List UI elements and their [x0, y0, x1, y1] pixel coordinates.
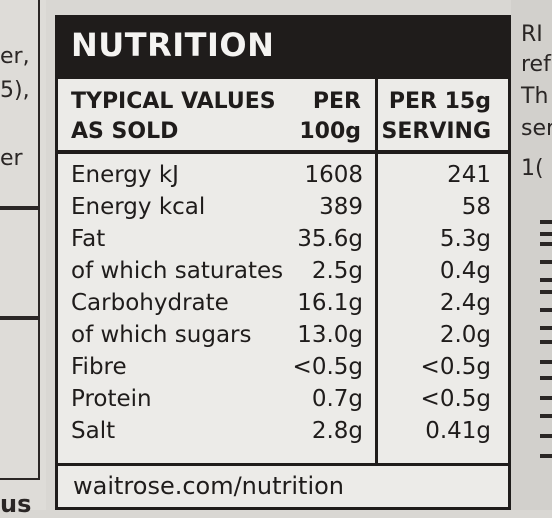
col-per100-line-2: 100g: [299, 119, 361, 144]
footer-url: waitrose.com/nutrition: [73, 472, 345, 500]
right-label-fragment: RI = ref Th ser 1(: [511, 0, 552, 510]
nutrition-header: NUTRITION: [55, 15, 511, 79]
nutrient-name: Energy kJ: [71, 162, 179, 188]
col-label-per-100g: PER 100g: [299, 87, 361, 147]
left-box-top: [0, 0, 40, 208]
nutrient-per100: 35.6g: [297, 226, 363, 252]
nutrient-row-energy-kj: Energy kJ 1608 241: [55, 159, 511, 191]
col-per100-line-1: PER: [312, 89, 361, 114]
column-divider: [375, 79, 378, 464]
nutrient-name: Protein: [71, 386, 152, 412]
nutrient-name: Energy kcal: [71, 194, 206, 220]
nutrient-serving: <0.5g: [420, 354, 491, 380]
nutrient-row-fat: Fat 35.6g 5.3g: [55, 223, 511, 255]
nutrient-per100: 389: [319, 194, 363, 220]
right-fragment-1: RI =: [521, 22, 552, 47]
nutrient-row-fibre: Fibre <0.5g <0.5g: [55, 351, 511, 383]
left-fragment-bottom: us: [0, 490, 32, 518]
nutrient-serving: <0.5g: [420, 386, 491, 412]
nutrient-name: Fat: [71, 226, 106, 252]
right-fragment-4: ser: [521, 116, 552, 141]
nutrient-serving: 2.0g: [439, 322, 491, 348]
nutrient-row-energy-kcal: Energy kcal 389 58: [55, 191, 511, 223]
left-label-fragment: er, 5), er us: [0, 0, 46, 518]
right-fragment-2: ref: [521, 52, 551, 77]
left-box-middle: [0, 208, 40, 318]
nutrient-serving: 58: [461, 194, 491, 220]
nutrient-per100: 2.8g: [311, 418, 363, 444]
nutrient-serving: 5.3g: [439, 226, 491, 252]
nutrient-serving: 0.4g: [439, 258, 491, 284]
nutrient-row-sugars: of which sugars 13.0g 2.0g: [55, 319, 511, 351]
nutrient-per100: <0.5g: [292, 354, 363, 380]
left-fragment-1: er,: [0, 44, 30, 69]
nutrient-row-saturates: of which saturates 2.5g 0.4g: [55, 255, 511, 287]
nutrient-per100: 1608: [304, 162, 363, 188]
right-fragment-3: Th: [521, 84, 549, 109]
nutrient-serving: 2.4g: [439, 290, 491, 316]
right-fragment-5: 1(: [521, 156, 544, 181]
nutrient-name: Carbohydrate: [71, 290, 229, 316]
header-rule: [55, 150, 511, 154]
nutrient-row-carbohydrate: Carbohydrate 16.1g 2.4g: [55, 287, 511, 319]
nutrient-name: Salt: [71, 418, 116, 444]
col-label-per-serving: PER 15g SERVING: [382, 87, 492, 147]
panel-border: [55, 15, 511, 510]
nutrition-panel: NUTRITION TYPICAL VALUES AS SOLD PER 100…: [55, 15, 511, 510]
col-label-line-2: AS SOLD: [71, 119, 179, 144]
col-label-typical-values: TYPICAL VALUES AS SOLD: [71, 87, 276, 147]
left-fragment-2: 5),: [0, 78, 30, 103]
left-fragment-3: er: [0, 146, 23, 171]
nutrient-name: of which sugars: [71, 322, 252, 348]
nutrient-row-protein: Protein 0.7g <0.5g: [55, 383, 511, 415]
left-box-bottom: [0, 318, 40, 480]
col-serving-line-2: SERVING: [381, 119, 492, 144]
nutrition-title: NUTRITION: [71, 26, 275, 64]
nutrient-serving: 0.41g: [425, 418, 491, 444]
nutrient-name: of which saturates: [71, 258, 284, 284]
footer-rule: [55, 463, 511, 466]
nutrient-name: Fibre: [71, 354, 127, 380]
nutrient-serving: 241: [447, 162, 491, 188]
col-serving-line-1: PER 15g: [388, 89, 491, 114]
nutrient-per100: 16.1g: [297, 290, 363, 316]
nutrient-per100: 13.0g: [297, 322, 363, 348]
nutrient-per100: 0.7g: [311, 386, 363, 412]
nutrient-per100: 2.5g: [311, 258, 363, 284]
nutrient-row-salt: Salt 2.8g 0.41g: [55, 415, 511, 447]
col-label-line-1: TYPICAL VALUES: [71, 89, 276, 114]
barcode-fragment: [540, 220, 552, 480]
